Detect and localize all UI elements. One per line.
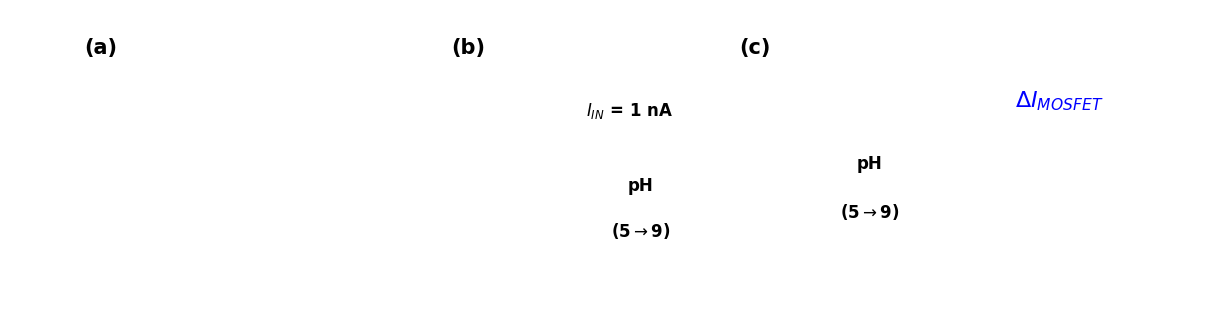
Text: $I_{IN}$ = 1 nA: $I_{IN}$ = 1 nA [586,100,673,121]
Text: pH: pH [627,178,654,195]
Text: $\Delta I_{MOSFET}$: $\Delta I_{MOSFET}$ [1015,89,1104,113]
Text: (a): (a) [83,38,117,58]
Text: (b): (b) [452,38,486,58]
Text: pH: pH [856,155,883,173]
Text: (5$\rightarrow$9): (5$\rightarrow$9) [840,202,900,222]
Text: (5$\rightarrow$9): (5$\rightarrow$9) [610,221,670,241]
Text: (c): (c) [739,38,771,58]
